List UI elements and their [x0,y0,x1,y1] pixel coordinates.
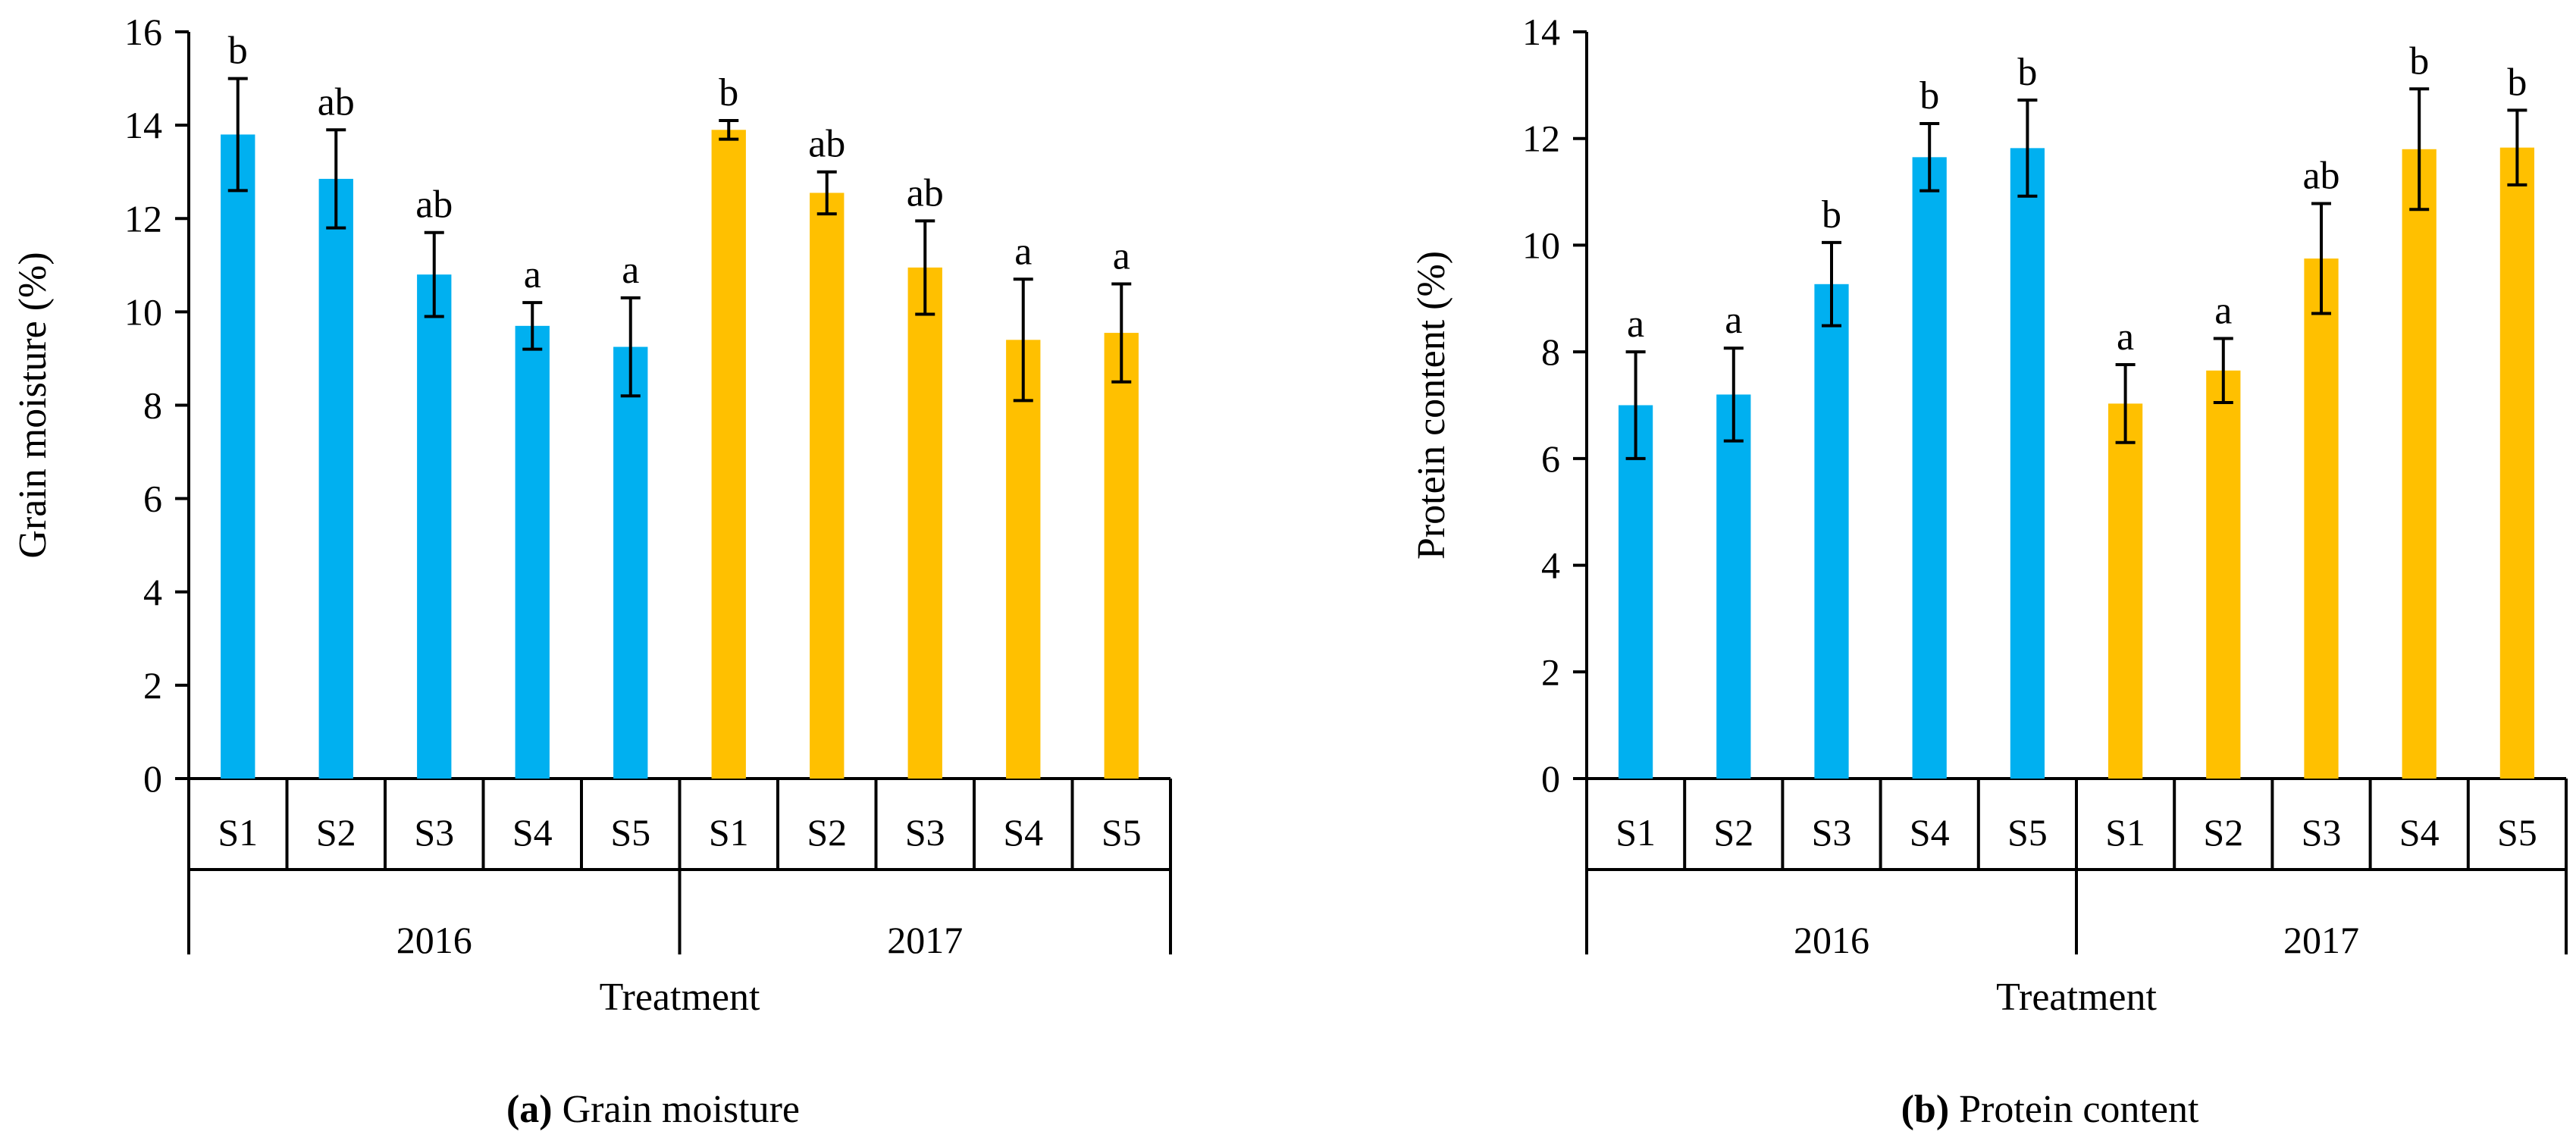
x-axis-title: Treatment [1996,976,2157,1019]
x-group-label: 2017 [2283,919,2359,961]
significance-letter: a [524,253,541,296]
panel-b-protein-content: 0 2 4 6 8 10 12 14 Protein content (%) a S1 a S2 b S3 b… [1410,11,2568,1131]
significance-letter: ab [907,171,944,215]
panel-caption-text: Protein content [1959,1088,2199,1131]
x-category-label: S5 [2007,811,2048,854]
y-tick-label: 4 [1541,544,1560,587]
y-tick-label: 2 [143,664,162,707]
significance-letter: b [2017,51,2037,94]
bar-2017-S3 [907,267,942,779]
significance-letter: a [2117,315,2134,359]
significance-letter: ab [808,123,845,166]
y-tick-label: 8 [143,384,162,427]
significance-letter: a [1113,234,1130,277]
y-tick-label: 6 [143,478,162,520]
y-tick-label: 2 [1541,650,1560,693]
significance-letter: b [2409,39,2429,83]
bar-2017-S5 [1104,333,1139,779]
y-tick-label: 4 [143,571,162,613]
x-category-label: S1 [1615,811,1656,854]
significance-letter: b [2507,61,2527,104]
bar-2017-S5 [2499,147,2535,779]
panel-caption-space [1949,1088,1959,1131]
x-category-label: S4 [2399,811,2440,854]
x-category-label: S1 [709,811,749,854]
y-tick-label: 10 [1522,224,1560,266]
y-tick-label: 12 [124,197,162,240]
x-category-label: S5 [610,811,650,854]
y-tick-label: 14 [124,104,162,146]
panel-caption-label: (b) [1901,1088,1950,1131]
significance-letter: a [1627,302,1644,346]
bar-2017-S1 [2107,403,2143,779]
x-category-label: S3 [1812,811,1852,854]
y-tick-label: 14 [1522,11,1560,53]
bar-2017-S2 [810,193,845,779]
significance-letter: a [1014,230,1032,273]
x-category-label: S4 [1003,811,1043,854]
x-axis-title: Treatment [600,976,760,1019]
significance-letter: ab [318,80,355,124]
bar-2016-S2 [1716,394,1751,779]
y-tick-label: 12 [1522,118,1560,160]
bar-2017-S4 [1006,340,1041,779]
y-tick-label: 6 [1541,437,1560,480]
panel-caption-text: Grain moisture [563,1088,800,1131]
x-category-label: S2 [1713,811,1753,854]
bar-2016-S1 [1618,405,1653,779]
panel-caption: (a) Grain moisture [506,1088,800,1131]
bar-2016-S1 [221,134,255,779]
y-axis-title: Protein content (%) [1410,251,1453,559]
bar-2016-S4 [515,325,550,779]
x-category-label: S4 [512,811,553,854]
y-tick-label: 8 [1541,331,1560,373]
bar-2016-S5 [2010,148,2045,779]
bar-2016-S2 [318,178,353,779]
y-tick-label: 0 [143,757,162,800]
panel-caption-label: (a) [506,1088,553,1131]
bar-2017-S4 [2402,149,2437,779]
x-category-label: S4 [1910,811,1950,854]
significance-letter: ab [2302,155,2339,198]
x-category-label: S3 [905,811,945,854]
x-category-label: S2 [807,811,847,854]
bar-2017-S3 [2304,259,2339,779]
significance-letter: a [2214,290,2232,333]
bar-2017-S2 [2206,370,2241,779]
y-tick-label: 10 [124,290,162,333]
x-group-label: 2017 [887,919,963,961]
x-category-label: S2 [2203,811,2243,854]
panel-caption-space [553,1088,563,1131]
x-category-label: S3 [2302,811,2342,854]
bar-2016-S5 [613,346,648,779]
x-category-label: S1 [2105,811,2145,854]
x-category-label: S3 [414,811,454,854]
x-category-label: S2 [316,811,356,854]
bar-2016-S3 [417,274,452,779]
significance-letter: b [228,30,248,73]
x-category-label: S5 [1102,811,1142,854]
significance-letter: b [1822,193,1841,237]
significance-letter: ab [415,183,453,227]
bar-2016-S3 [1814,284,1849,779]
y-tick-label: 0 [1541,757,1560,800]
significance-letter: b [1919,74,1939,118]
significance-letter: a [622,249,639,292]
bar-2016-S4 [1912,157,1947,779]
bar-2017-S1 [711,130,746,779]
significance-letter: a [1725,299,1742,342]
significance-letter: b [719,71,738,114]
y-axis-title: Grain moisture (%) [11,252,55,558]
y-tick-label: 16 [124,11,162,53]
x-group-label: 2016 [396,919,472,961]
x-category-label: S5 [2497,811,2537,854]
x-category-label: S1 [218,811,258,854]
panel-caption: (b) Protein content [1901,1088,2199,1131]
x-group-label: 2016 [1794,919,1869,961]
